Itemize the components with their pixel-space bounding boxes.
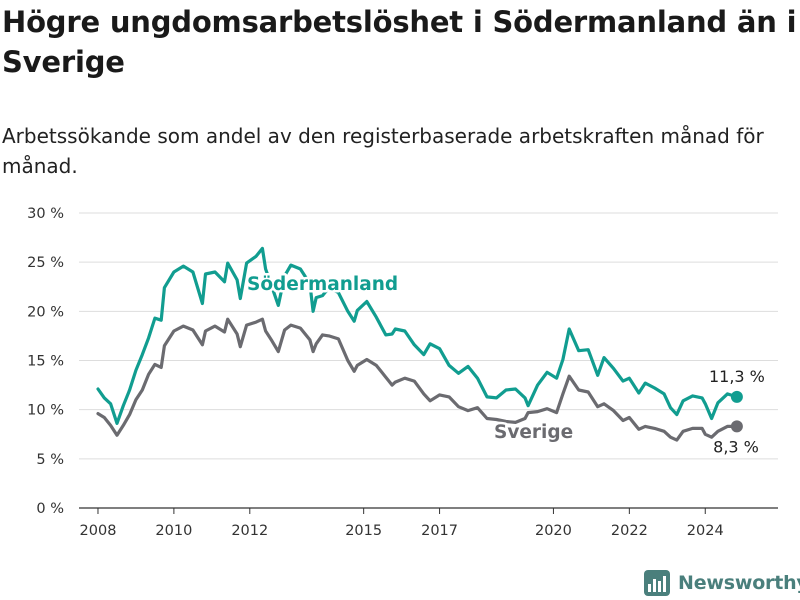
y-tick-label: 5 % (36, 452, 64, 468)
bar-chart-logo-icon (644, 570, 670, 596)
end-point-sodermanland (730, 390, 743, 403)
chart-title: Högre ungdomsarbetslöshet i Södermanland… (2, 5, 797, 79)
x-tick-label: 2012 (231, 523, 268, 539)
x-tick-label: 2024 (687, 523, 724, 539)
end-value-sodermanland: 11,3 % (709, 367, 765, 386)
series-label-sodermanland: Södermanland (247, 274, 398, 295)
y-tick-label: 0 % (36, 501, 64, 517)
end-value-sverige: 8,3 % (713, 437, 759, 456)
series-line-sverige (96, 317, 739, 442)
y-tick-label: 25 % (27, 255, 64, 271)
x-tick-label: 2022 (611, 523, 648, 539)
x-tick-label: 2010 (155, 523, 192, 539)
y-tick-label: 10 % (27, 403, 64, 419)
y-tick-label: 15 % (27, 354, 64, 370)
chart-subtitle: Arbetssökande som andel av den registerb… (2, 124, 764, 178)
y-tick-label: 30 % (27, 206, 64, 222)
y-tick-label: 20 % (27, 304, 64, 320)
x-tick-label: 2017 (421, 523, 458, 539)
end-point-sverige (730, 420, 743, 433)
x-tick-label: 2015 (345, 523, 382, 539)
x-tick-label: 2008 (80, 523, 117, 539)
brand-name: Newsworthy (678, 572, 800, 594)
newsworthy-logo[interactable]: Newsworthy (644, 566, 800, 600)
x-tick-label: 2020 (535, 523, 572, 539)
series-line-sodermanland (96, 246, 739, 425)
series-label-sverige: Sverige (494, 422, 573, 443)
